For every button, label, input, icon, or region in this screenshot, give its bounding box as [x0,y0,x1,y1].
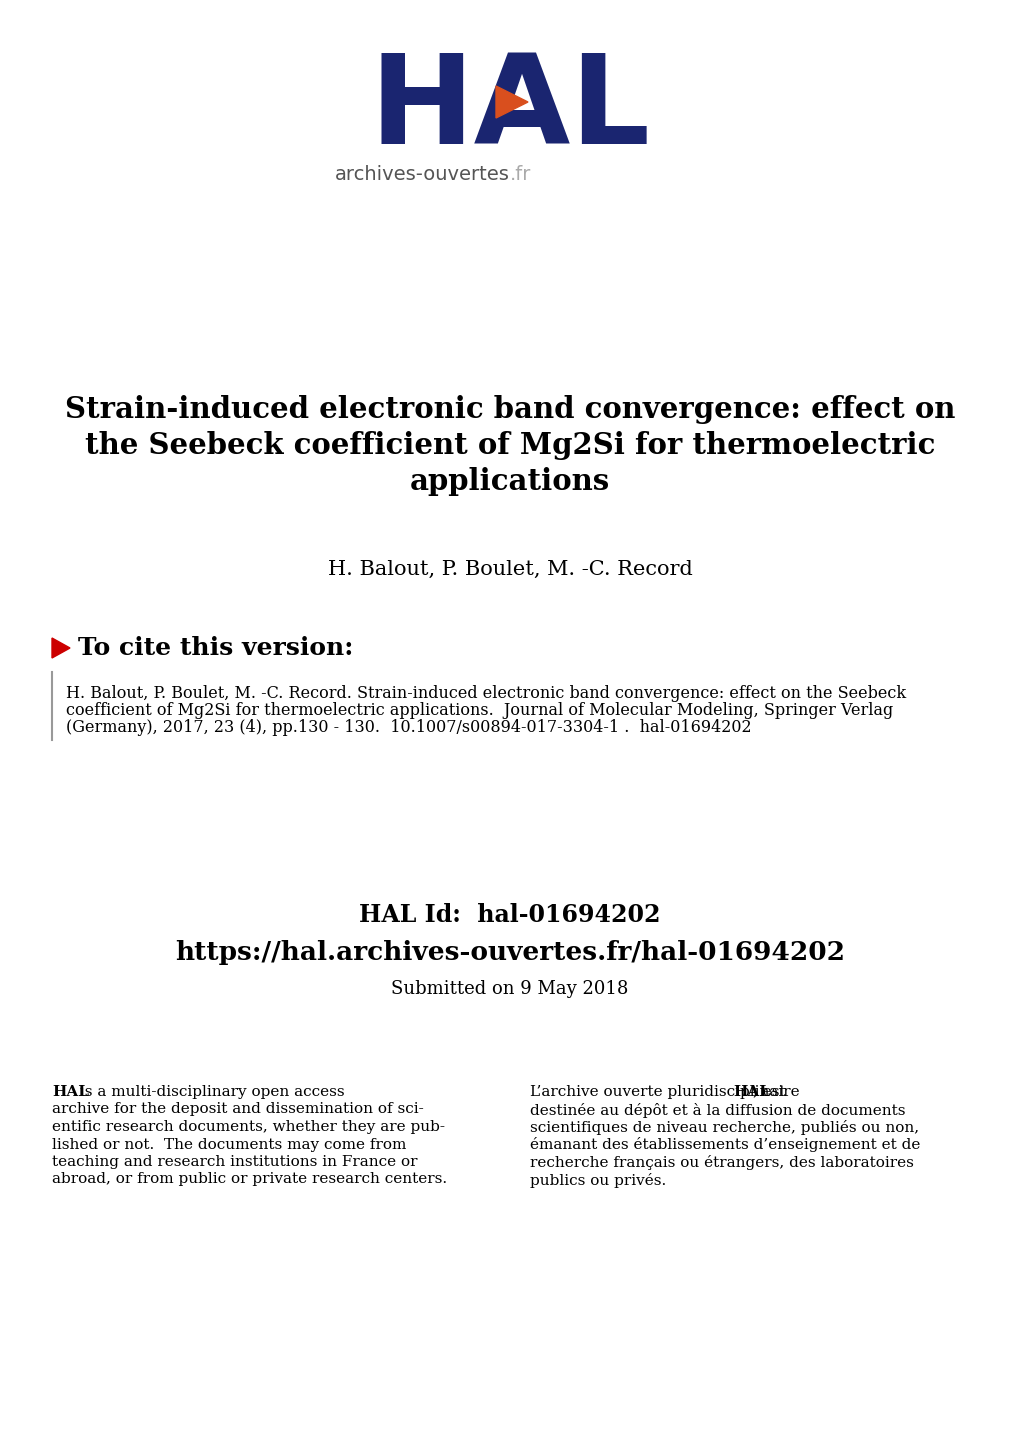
Text: H. Balout, P. Boulet, M. -C. Record: H. Balout, P. Boulet, M. -C. Record [327,559,692,580]
Text: abroad, or from public or private research centers.: abroad, or from public or private resear… [52,1172,446,1187]
Text: archives-ouvertes: archives-ouvertes [335,166,510,185]
Text: applications: applications [410,467,609,496]
Text: coefficient of Mg2Si for thermoelectric applications.  Journal of Molecular Mode: coefficient of Mg2Si for thermoelectric … [66,702,893,720]
Text: is a multi-disciplinary open access: is a multi-disciplinary open access [75,1084,344,1099]
Text: lished or not.  The documents may come from: lished or not. The documents may come fr… [52,1138,406,1152]
Text: HAL: HAL [369,49,650,170]
Text: entific research documents, whether they are pub-: entific research documents, whether they… [52,1120,444,1133]
Text: .fr: .fr [510,166,531,185]
Text: H. Balout, P. Boulet, M. -C. Record. Strain-induced electronic band convergence:: H. Balout, P. Boulet, M. -C. Record. Str… [66,685,905,702]
Text: the Seebeck coefficient of Mg2Si for thermoelectric: the Seebeck coefficient of Mg2Si for the… [85,431,934,460]
Text: L’archive ouverte pluridisciplinaire: L’archive ouverte pluridisciplinaire [530,1084,804,1099]
Text: HAL: HAL [733,1084,769,1099]
Text: , est: , est [752,1084,785,1099]
Polygon shape [52,637,70,658]
Text: publics ou privés.: publics ou privés. [530,1172,665,1188]
Text: (Germany), 2017, 23 (4), pp.130 - 130.  10.1007/s00894-017-3304-1 .  hal-0169420: (Germany), 2017, 23 (4), pp.130 - 130. 1… [66,720,751,735]
Polygon shape [495,87,528,118]
Text: To cite this version:: To cite this version: [77,636,353,660]
Text: HAL Id:  hal-01694202: HAL Id: hal-01694202 [359,903,660,927]
Text: recherche français ou étrangers, des laboratoires: recherche français ou étrangers, des lab… [530,1155,913,1169]
Text: Strain-induced electronic band convergence: effect on: Strain-induced electronic band convergen… [65,395,954,424]
Text: émanant des établissements d’enseignement et de: émanant des établissements d’enseignemen… [530,1138,919,1152]
Text: destinée au dépôt et à la diffusion de documents: destinée au dépôt et à la diffusion de d… [530,1103,905,1118]
Text: https://hal.archives-ouvertes.fr/hal-01694202: https://hal.archives-ouvertes.fr/hal-016… [175,940,844,965]
Text: teaching and research institutions in France or: teaching and research institutions in Fr… [52,1155,417,1169]
Text: archive for the deposit and dissemination of sci-: archive for the deposit and disseminatio… [52,1103,423,1116]
Text: scientifiques de niveau recherche, publiés ou non,: scientifiques de niveau recherche, publi… [530,1120,918,1135]
Text: HAL: HAL [52,1084,89,1099]
Text: Submitted on 9 May 2018: Submitted on 9 May 2018 [391,981,628,998]
